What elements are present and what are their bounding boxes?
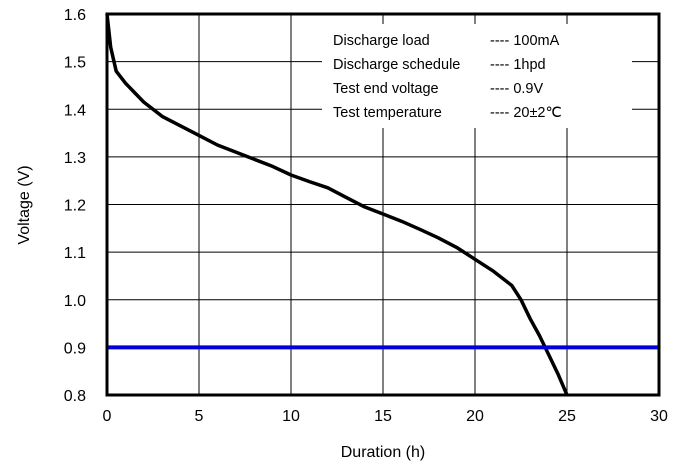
- x-tick-label: 0: [103, 408, 112, 425]
- x-tick-label: 20: [466, 408, 484, 425]
- x-tick-label: 10: [282, 408, 300, 425]
- y-tick-label: 1.5: [64, 55, 86, 72]
- condition-value: ---- 100mA: [490, 33, 560, 49]
- condition-label: Discharge schedule: [333, 57, 460, 73]
- voltage-discharge-curve: [105, 13, 569, 396]
- y-tick-label: 1.3: [64, 150, 86, 167]
- test-conditions-box: Discharge load ---- 100mA Discharge schedu…: [322, 24, 632, 128]
- x-tick-label: 25: [558, 408, 576, 425]
- y-tick-label: 1.4: [64, 102, 86, 119]
- series-lines: [105, 13, 659, 396]
- y-tick-label: 0.9: [64, 340, 86, 357]
- y-tick-label: 1.6: [64, 7, 86, 24]
- x-axis-title: Duration (h): [341, 444, 425, 461]
- y-tick-label: 1.2: [64, 198, 86, 215]
- y-axis-title: Voltage (V): [16, 165, 33, 244]
- y-tick-label: 1.0: [64, 293, 86, 310]
- x-tick-label: 5: [195, 408, 204, 425]
- condition-value: ---- 0.9V: [490, 81, 544, 97]
- condition-value: ---- 20±2℃: [490, 105, 562, 121]
- y-tick-label: 1.1: [64, 245, 86, 262]
- x-tick-label: 30: [650, 408, 668, 425]
- x-tick-label: 15: [374, 408, 392, 425]
- condition-label: Discharge load: [333, 33, 430, 49]
- plot-frame: [105, 12, 661, 397]
- condition-label: Test temperature: [333, 105, 442, 121]
- conditions-box-background: [322, 24, 632, 128]
- tick-labels: 0 5 10 15 20 25 30 0.8 0.9 1.0 1.1 1.2 1.3 1.4 1.5 1.6: [64, 7, 668, 425]
- condition-label: Test end voltage: [333, 81, 439, 97]
- y-tick-label: 0.8: [64, 388, 86, 405]
- condition-value: ---- 1hpd: [490, 57, 546, 73]
